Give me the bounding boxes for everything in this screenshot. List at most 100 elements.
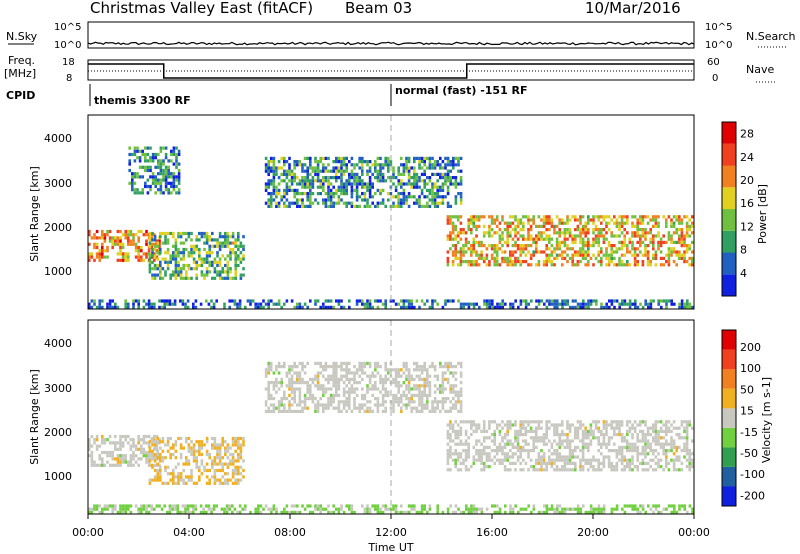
power-cell bbox=[121, 252, 125, 256]
power-cell bbox=[581, 240, 585, 244]
power-cell bbox=[127, 258, 130, 262]
power-cell bbox=[659, 250, 663, 254]
power-cell bbox=[498, 234, 502, 238]
velocity-cell bbox=[626, 439, 629, 443]
velocity-cell bbox=[288, 400, 291, 404]
power-cell bbox=[428, 156, 432, 160]
power-cell bbox=[532, 250, 535, 254]
power-cell bbox=[605, 224, 608, 228]
power-cell bbox=[613, 263, 616, 267]
power-cell bbox=[678, 302, 681, 306]
velocity-cell bbox=[529, 420, 533, 424]
velocity-cell bbox=[542, 461, 546, 465]
velocity-cell bbox=[218, 449, 222, 453]
velocity-cell bbox=[348, 403, 351, 407]
velocity-ytick-1000: 1000 bbox=[44, 470, 72, 483]
velocity-cell bbox=[602, 458, 606, 462]
power-cell bbox=[451, 221, 455, 225]
power-cell bbox=[148, 235, 152, 239]
velocity-cell bbox=[532, 420, 535, 424]
power-cell bbox=[587, 218, 590, 222]
power-cell bbox=[644, 253, 647, 257]
velocity-cell bbox=[405, 361, 408, 365]
power-cell bbox=[405, 169, 408, 173]
velocity-cell bbox=[205, 504, 208, 508]
velocity-cell bbox=[192, 510, 195, 514]
velocity-cell bbox=[652, 504, 655, 508]
power-cell bbox=[234, 267, 237, 271]
power-cell bbox=[355, 185, 359, 189]
power-cell bbox=[452, 299, 455, 303]
velocity-cell bbox=[311, 510, 315, 514]
velocity-cell bbox=[639, 461, 642, 465]
velocity-cell bbox=[459, 361, 463, 365]
power-cell bbox=[368, 185, 372, 189]
velocity-cell bbox=[579, 465, 582, 469]
velocity-cell bbox=[581, 433, 585, 437]
velocity-cell bbox=[503, 445, 507, 449]
power-cell bbox=[167, 165, 170, 169]
velocity-cell bbox=[142, 450, 146, 455]
velocity-cell bbox=[503, 455, 507, 459]
power-cell bbox=[187, 231, 191, 236]
power-cell bbox=[342, 188, 346, 192]
velocity-cell bbox=[646, 442, 650, 446]
velocity-cell bbox=[137, 457, 140, 461]
power-cell bbox=[355, 182, 359, 186]
power-cell bbox=[384, 179, 387, 183]
velocity-cell bbox=[459, 452, 463, 456]
power-cell bbox=[665, 221, 668, 225]
velocity-cell bbox=[200, 472, 204, 476]
velocity-cell bbox=[342, 390, 346, 394]
velocity-cell bbox=[389, 374, 393, 378]
power-cell bbox=[101, 252, 104, 256]
power-cell bbox=[516, 221, 520, 225]
power-cell bbox=[216, 263, 219, 268]
power-cell bbox=[506, 237, 509, 241]
velocity-cell bbox=[415, 409, 419, 413]
velocity-cell bbox=[405, 387, 408, 391]
velocity-cell bbox=[283, 365, 286, 369]
velocity-cell bbox=[225, 507, 229, 511]
velocity-cell bbox=[127, 441, 130, 445]
velocity-cell bbox=[283, 361, 286, 365]
velocity-cell bbox=[685, 429, 689, 433]
velocity-cell bbox=[121, 460, 125, 464]
power-cell bbox=[93, 302, 96, 306]
velocity-cell bbox=[420, 384, 424, 388]
velocity-cell bbox=[441, 406, 445, 410]
power-cell bbox=[649, 218, 652, 222]
velocity-cell bbox=[172, 443, 175, 447]
power-cell bbox=[506, 231, 509, 235]
velocity-cell bbox=[495, 426, 499, 430]
velocity-cell bbox=[413, 377, 416, 381]
power-cell bbox=[231, 235, 235, 239]
velocity-cell bbox=[431, 400, 434, 404]
velocity-cell bbox=[259, 510, 263, 514]
power-cell bbox=[680, 237, 684, 241]
velocity-cell bbox=[329, 393, 333, 397]
power-cell bbox=[342, 201, 346, 205]
velocity-cell bbox=[688, 423, 691, 427]
power-cell bbox=[156, 257, 159, 261]
velocity-cell bbox=[592, 436, 595, 440]
velocity-cell bbox=[537, 458, 541, 462]
power-cell bbox=[389, 192, 393, 196]
velocity-cell bbox=[88, 507, 91, 511]
velocity-cell bbox=[205, 440, 209, 444]
power-cell bbox=[488, 224, 491, 228]
velocity-cell bbox=[387, 368, 390, 372]
power-cell bbox=[659, 263, 663, 267]
velocity-cell bbox=[475, 452, 478, 456]
velocity-cell bbox=[514, 461, 517, 465]
velocity-cell bbox=[397, 384, 400, 388]
power-cell bbox=[216, 254, 219, 258]
velocity-cell bbox=[522, 423, 525, 427]
velocity-cell bbox=[322, 409, 325, 413]
power-cell bbox=[267, 192, 270, 196]
power-cell bbox=[159, 235, 162, 239]
power-cell bbox=[303, 192, 307, 196]
velocity-cell bbox=[158, 504, 161, 508]
power-cell bbox=[203, 276, 206, 280]
power-cell bbox=[195, 238, 198, 242]
